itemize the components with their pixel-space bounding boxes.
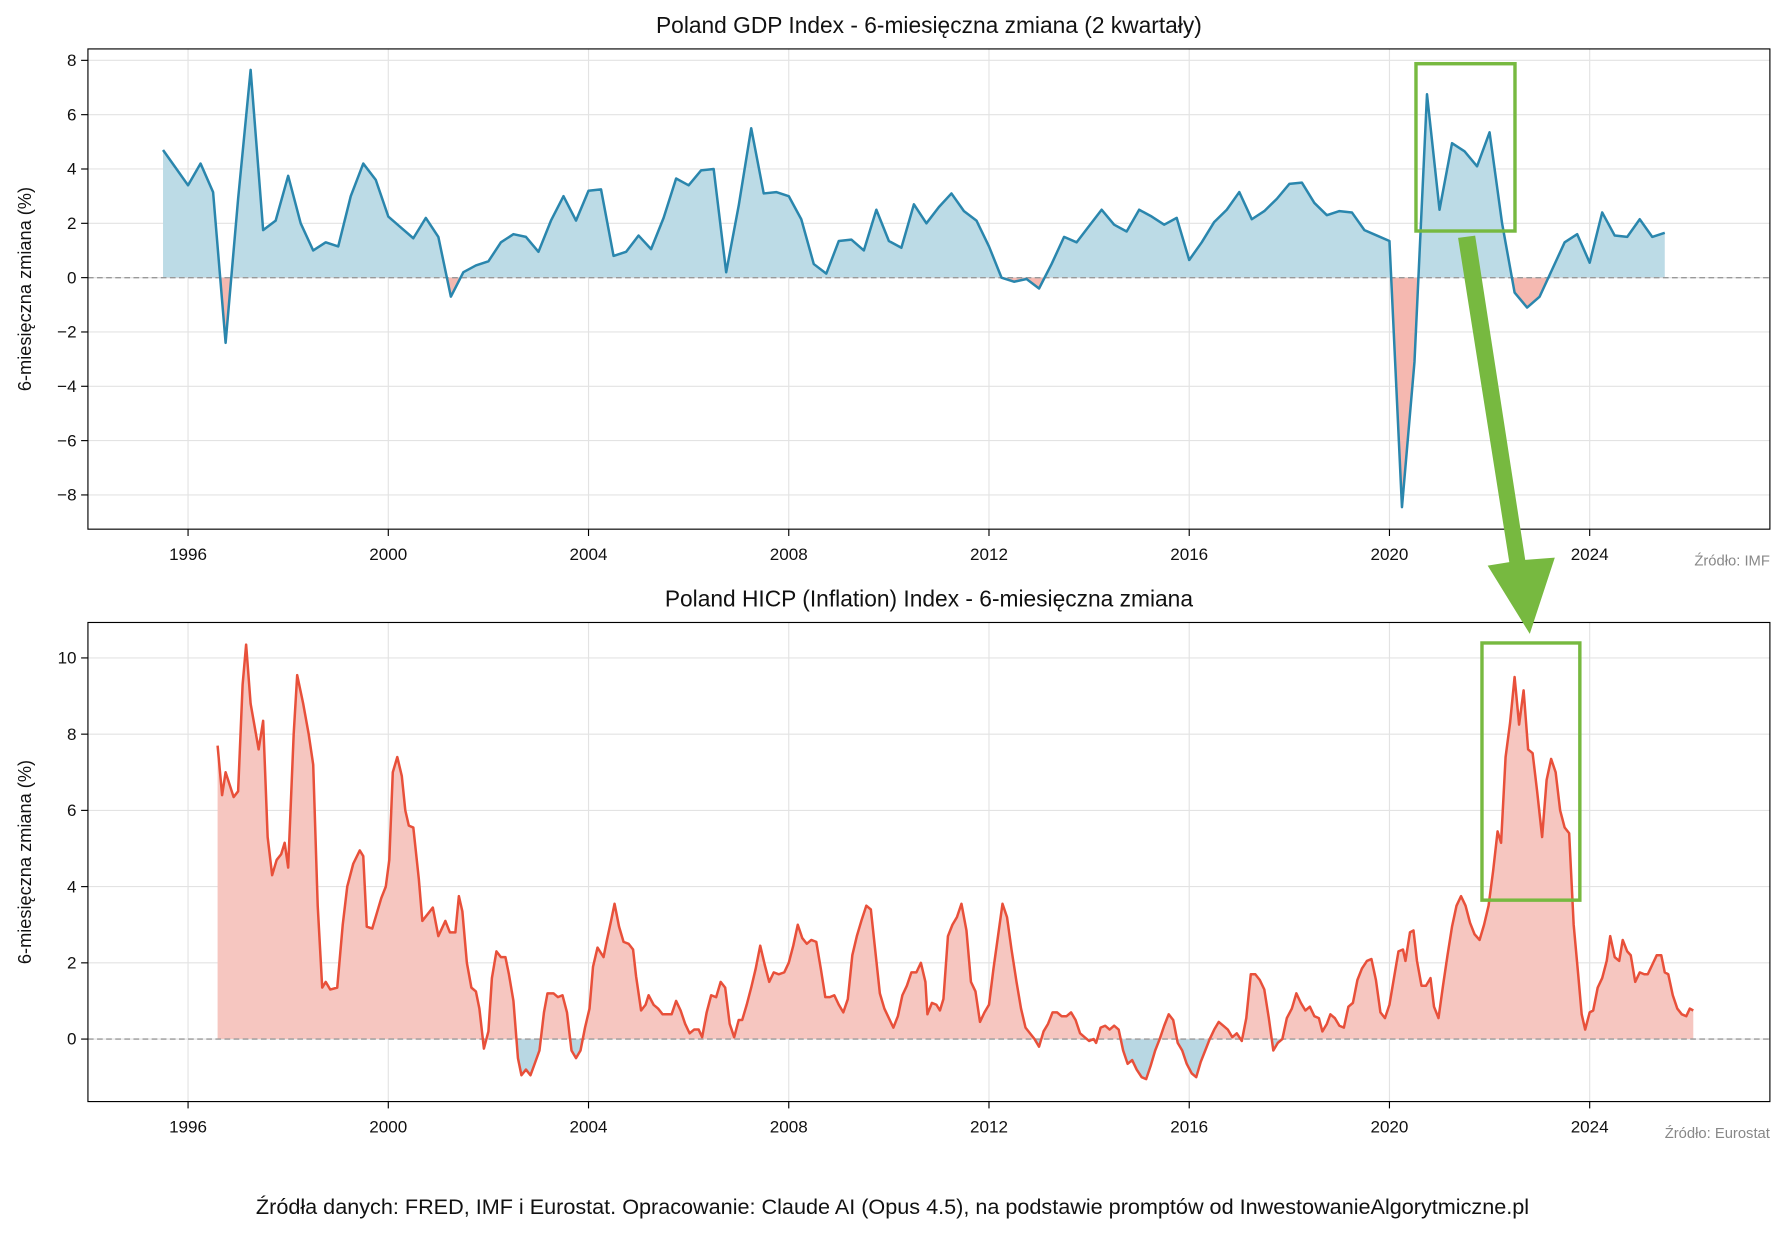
y-tick-label: 0	[67, 1030, 76, 1049]
x-tick-label: 2024	[1571, 1117, 1609, 1136]
x-tick-label: 2000	[369, 1117, 407, 1136]
y-tick-label: 0	[67, 268, 76, 287]
chart-title: Poland HICP (Inflation) Index - 6-miesię…	[665, 586, 1193, 612]
x-tick-label: 2016	[1170, 1117, 1208, 1136]
area-positive	[163, 69, 1665, 278]
area-negative	[482, 1039, 1283, 1080]
y-tick-label: 4	[67, 877, 76, 896]
y-tick-label: 8	[67, 51, 76, 70]
y-tick-label: 2	[67, 954, 76, 973]
y-tick-label: 6	[67, 105, 76, 124]
source-note: Źródło: Eurostat	[1665, 1125, 1770, 1142]
arrow	[1458, 235, 1555, 634]
line	[216, 643, 1694, 1081]
source-note: Źródło: IMF	[1694, 553, 1770, 570]
annotation	[1414, 62, 1582, 902]
y-tick-label: −6	[57, 431, 76, 450]
x-tick-label: 2016	[1170, 545, 1208, 564]
x-tick-label: 2012	[970, 1117, 1008, 1136]
chart-title: Poland GDP Index - 6-miesięczna zmiana (…	[656, 12, 1202, 38]
x-tick-label: 1996	[169, 545, 207, 564]
footer: Źródła danych: FRED, IMF i Eurostat. Opr…	[256, 1194, 1529, 1219]
plot-frame	[87, 48, 1771, 530]
area-negative	[220, 277, 1549, 508]
line	[162, 68, 1666, 509]
x-tick-label: 2000	[369, 545, 407, 564]
y-tick-label: −8	[57, 486, 76, 505]
x-tick-label: 2024	[1571, 545, 1609, 564]
x-tick-label: 2008	[770, 545, 808, 564]
y-axis-label: 6-miesięczna zmiana (%)	[15, 187, 35, 391]
x-tick-label: 2004	[570, 1117, 608, 1136]
x-tick-label: 2012	[970, 545, 1008, 564]
y-tick-label: −4	[57, 377, 76, 396]
y-tick-label: 6	[67, 801, 76, 820]
x-tick-label: 2020	[1370, 545, 1408, 564]
highlight-box	[1480, 641, 1582, 902]
x-tick-label: 2004	[570, 545, 608, 564]
x-tick-label: 2020	[1370, 1117, 1408, 1136]
y-tick-label: 2	[67, 214, 76, 233]
y-axis-label: 6-miesięczna zmiana (%)	[15, 760, 35, 964]
y-tick-label: 10	[58, 649, 77, 668]
y-tick-label: 4	[67, 160, 76, 179]
x-tick-label: 2008	[770, 1117, 808, 1136]
x-tick-label: 1996	[169, 1117, 207, 1136]
plot-frame	[87, 621, 1771, 1103]
y-tick-label: −2	[57, 323, 76, 342]
area-positive	[217, 644, 1694, 1040]
y-tick-label: 8	[67, 725, 76, 744]
highlight-box	[1414, 62, 1517, 233]
